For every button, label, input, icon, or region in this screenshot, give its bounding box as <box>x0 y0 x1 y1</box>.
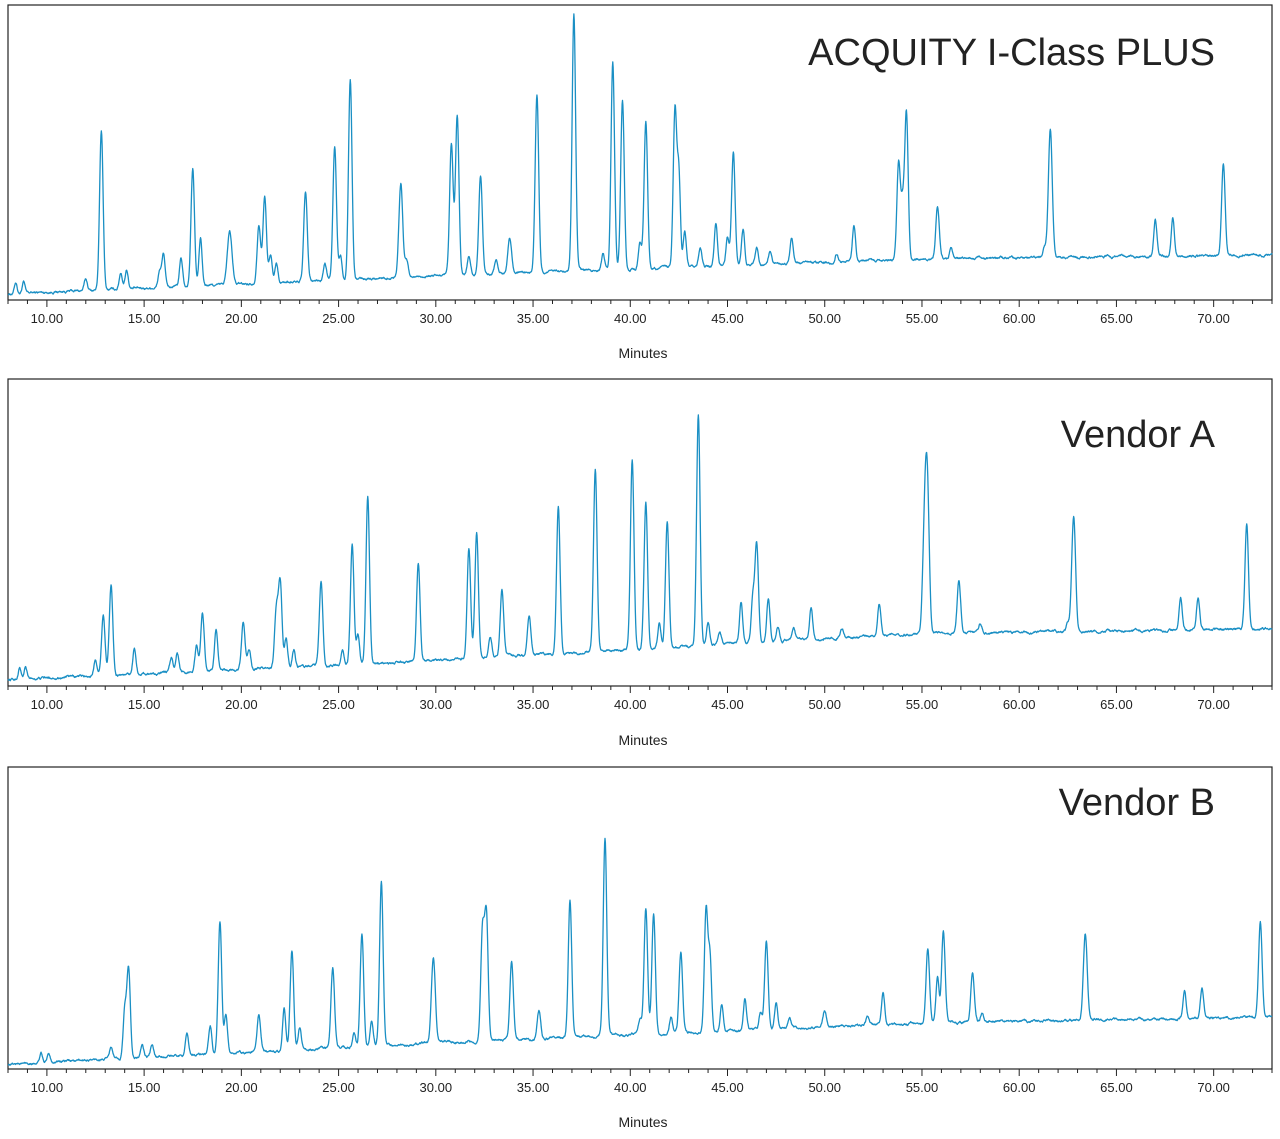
x-tick-label: 55.00 <box>906 311 939 326</box>
panel-title-vendor-b: Vendor B <box>1059 782 1215 824</box>
chromatogram-panel-vendor-a: 10.00 15.00 20.00 25.00 30.00 35.00 40.00 45.00… <box>7 378 1273 748</box>
x-axis-title: Minutes <box>618 345 667 361</box>
x-tick-label: 40.00 <box>614 697 647 712</box>
x-tick-label: 35.00 <box>517 1080 550 1095</box>
x-tick-label: 25.00 <box>322 697 355 712</box>
x-tick-label: 45.00 <box>711 697 744 712</box>
x-tick-label: 15.00 <box>128 697 161 712</box>
x-tick-label: 35.00 <box>517 697 550 712</box>
x-tick-label: 20.00 <box>225 697 258 712</box>
x-tick-label: 30.00 <box>420 697 453 712</box>
x-tick-label: 55.00 <box>906 697 939 712</box>
plot-frame <box>7 766 1273 1070</box>
x-tick-label: 25.00 <box>322 1080 355 1095</box>
x-tick-label: 65.00 <box>1100 697 1133 712</box>
x-tick-label: 20.00 <box>225 311 258 326</box>
x-tick-label: 10.00 <box>31 697 64 712</box>
x-tick-label: 15.00 <box>128 311 161 326</box>
x-axis-title: Minutes <box>618 732 667 748</box>
x-tick-label: 60.00 <box>1003 697 1036 712</box>
x-tick-label: 20.00 <box>225 1080 258 1095</box>
x-tick-label: 40.00 <box>614 311 647 326</box>
chromatogram-panel-acquity: 10.00 15.00 20.00 25.00 30.00 35.00 40.00 45.00… <box>7 4 1273 361</box>
x-tick-label: 70.00 <box>1197 311 1230 326</box>
x-tick-label: 65.00 <box>1100 1080 1133 1095</box>
x-tick-label: 55.00 <box>906 1080 939 1095</box>
x-tick-label: 70.00 <box>1197 697 1230 712</box>
x-tick-label: 50.00 <box>808 1080 841 1095</box>
x-tick-label: 35.00 <box>517 311 550 326</box>
x-tick-label: 60.00 <box>1003 311 1036 326</box>
panel-title-vendor-a: Vendor A <box>1061 414 1216 456</box>
plot-frame <box>7 378 1273 687</box>
chromatogram-panel-vendor-b: 10.00 15.00 20.00 25.00 30.00 35.00 40.00 45.00… <box>7 766 1273 1130</box>
x-tick-label: 40.00 <box>614 1080 647 1095</box>
x-tick-label: 30.00 <box>420 311 453 326</box>
x-tick-label: 10.00 <box>31 1080 64 1095</box>
x-tick-label: 45.00 <box>711 1080 744 1095</box>
chromatogram-trace <box>7 13 1273 296</box>
x-tick-label: 30.00 <box>420 1080 453 1095</box>
x-tick-label: 25.00 <box>322 311 355 326</box>
x-tick-label: 60.00 <box>1003 1080 1036 1095</box>
x-tick-label: 65.00 <box>1100 311 1133 326</box>
chromatogram-trace <box>7 837 1273 1066</box>
x-tick-label: 50.00 <box>808 311 841 326</box>
x-tick-label: 45.00 <box>711 311 744 326</box>
panel-title-acquity: ACQUITY I-Class PLUS <box>808 32 1215 74</box>
plot-frame <box>7 4 1273 301</box>
x-axis-title: Minutes <box>618 1114 667 1130</box>
x-tick-label: 15.00 <box>128 1080 161 1095</box>
x-tick-label: 70.00 <box>1197 1080 1230 1095</box>
x-tick-label: 50.00 <box>808 697 841 712</box>
chromatogram-trace <box>7 414 1273 682</box>
x-tick-label: 10.00 <box>31 311 64 326</box>
